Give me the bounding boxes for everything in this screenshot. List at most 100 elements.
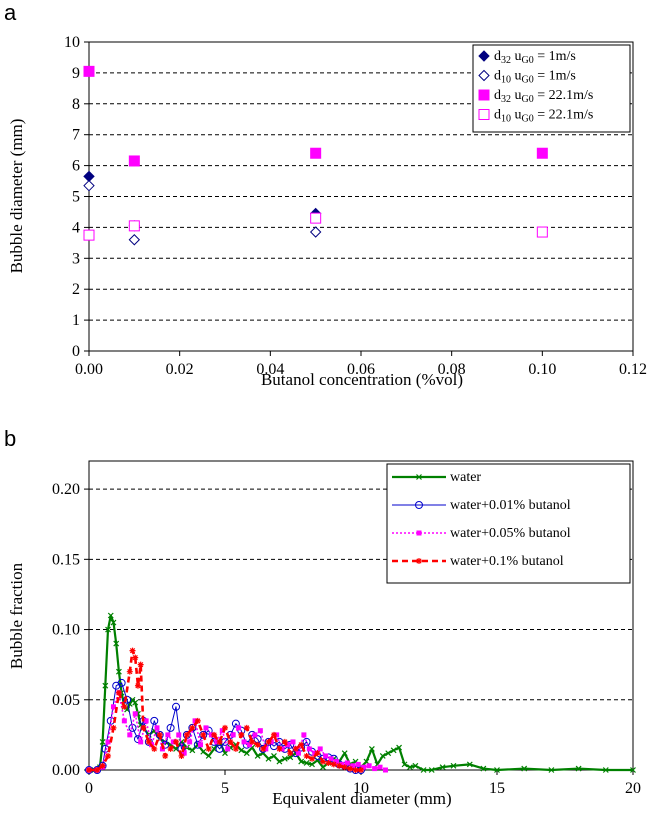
data-point bbox=[230, 732, 236, 738]
data-point bbox=[287, 750, 294, 757]
legend-marker bbox=[478, 89, 490, 101]
panel-b-y-tick-label: 0.15 bbox=[52, 551, 80, 568]
data-point bbox=[246, 742, 252, 748]
data-point bbox=[132, 711, 138, 717]
data-point bbox=[314, 750, 321, 757]
panel-a-y-tick-label: 2 bbox=[72, 281, 80, 298]
panel-a-x-tick-label: 0.02 bbox=[166, 361, 194, 378]
data-point bbox=[123, 695, 132, 704]
data-point bbox=[241, 739, 247, 745]
panel-b-series-3 bbox=[86, 647, 364, 773]
data-point bbox=[336, 762, 343, 769]
data-point bbox=[134, 682, 141, 689]
data-point bbox=[205, 753, 212, 759]
data-point bbox=[211, 746, 218, 752]
legend-entry-label: water+0.1% butanol bbox=[450, 554, 564, 569]
panel-a-series bbox=[83, 65, 548, 167]
panel-a-x-tick-label: 0.12 bbox=[619, 361, 647, 378]
data-point bbox=[309, 755, 316, 762]
data-point bbox=[521, 765, 528, 772]
data-point bbox=[302, 737, 311, 746]
legend-label-part: d bbox=[494, 49, 501, 64]
data-point bbox=[110, 619, 117, 626]
panel-a-y-tick-label: 10 bbox=[64, 34, 80, 51]
panel-a-x-tick-label: 0.04 bbox=[256, 361, 284, 378]
panel-b-y-ticks: 0.00 0.05 0.10 0.15 0.20 bbox=[52, 481, 89, 779]
data-point bbox=[178, 752, 185, 759]
data-point bbox=[265, 755, 272, 762]
panel-a-series bbox=[83, 170, 322, 232]
data-point bbox=[323, 753, 329, 759]
data-point bbox=[281, 738, 288, 745]
data-point bbox=[548, 767, 555, 773]
data-point bbox=[83, 179, 95, 192]
data-point bbox=[494, 767, 500, 773]
data-point bbox=[377, 764, 383, 770]
data-point bbox=[306, 746, 312, 752]
panel-b-y-tick-label: 0.20 bbox=[52, 481, 80, 498]
data-point bbox=[219, 728, 225, 734]
data-point bbox=[132, 699, 139, 706]
panel-a-x-tick-label: 0.00 bbox=[75, 361, 103, 378]
data-point bbox=[301, 732, 307, 738]
data-point bbox=[222, 724, 228, 731]
data-point bbox=[347, 765, 354, 772]
data-point bbox=[154, 725, 160, 731]
legend-label-part: u bbox=[511, 49, 522, 64]
data-point bbox=[107, 612, 114, 619]
panel-a-y-tick-label: 8 bbox=[72, 96, 80, 113]
legend-marker bbox=[478, 109, 490, 120]
data-point bbox=[198, 742, 204, 748]
data-point bbox=[358, 767, 364, 773]
data-point bbox=[310, 147, 322, 159]
data-point bbox=[339, 761, 345, 767]
data-point bbox=[140, 724, 147, 731]
data-point bbox=[150, 716, 159, 725]
legend-label-part: 10 bbox=[501, 114, 511, 125]
data-point bbox=[260, 750, 267, 757]
data-point bbox=[450, 762, 457, 769]
data-point bbox=[385, 750, 392, 757]
panel-b-y-axis-title: Bubble fraction bbox=[7, 562, 26, 669]
data-point bbox=[165, 732, 171, 738]
data-point bbox=[99, 762, 106, 769]
data-point bbox=[225, 746, 231, 752]
panel-a-y-tick-label: 5 bbox=[72, 189, 80, 206]
data-point bbox=[352, 767, 359, 773]
data-point bbox=[480, 765, 487, 772]
data-point bbox=[172, 702, 181, 711]
panel-a-data-points bbox=[83, 65, 548, 246]
data-point bbox=[176, 732, 182, 738]
data-point bbox=[466, 761, 473, 768]
data-point bbox=[183, 731, 190, 738]
data-point bbox=[254, 741, 261, 748]
data-point bbox=[298, 758, 305, 765]
data-point bbox=[173, 746, 179, 752]
data-point bbox=[200, 731, 207, 738]
legend-label-part: G0 bbox=[522, 114, 534, 125]
data-point bbox=[137, 661, 144, 668]
data-point bbox=[334, 759, 340, 765]
panel-b-x-tick-label: 20 bbox=[625, 780, 641, 797]
legend-label-part: = 22.1m/s bbox=[534, 88, 594, 103]
panel-a-y-axis-title: Bubble diameter (mm) bbox=[7, 119, 26, 274]
data-point bbox=[189, 724, 196, 731]
legend-label-part: u bbox=[511, 88, 522, 103]
data-point bbox=[126, 668, 133, 675]
data-point bbox=[129, 647, 136, 654]
data-point bbox=[216, 738, 223, 745]
data-point bbox=[602, 767, 609, 773]
legend-label-part: 10 bbox=[501, 75, 511, 86]
data-point bbox=[382, 767, 388, 773]
legend-marker bbox=[416, 530, 422, 536]
legend-label-part: d bbox=[494, 88, 501, 103]
data-point bbox=[325, 759, 332, 766]
data-point bbox=[310, 212, 322, 224]
legend-entry-label: d32 uG0 = 22.1m/s bbox=[494, 88, 593, 105]
panel-a-x-tick-label: 0.10 bbox=[528, 361, 556, 378]
data-point bbox=[94, 767, 101, 773]
panel-a-x-axis-title: Butanol concentration (%vol) bbox=[261, 370, 463, 389]
data-point bbox=[238, 731, 245, 738]
panel-b-series bbox=[85, 612, 636, 774]
